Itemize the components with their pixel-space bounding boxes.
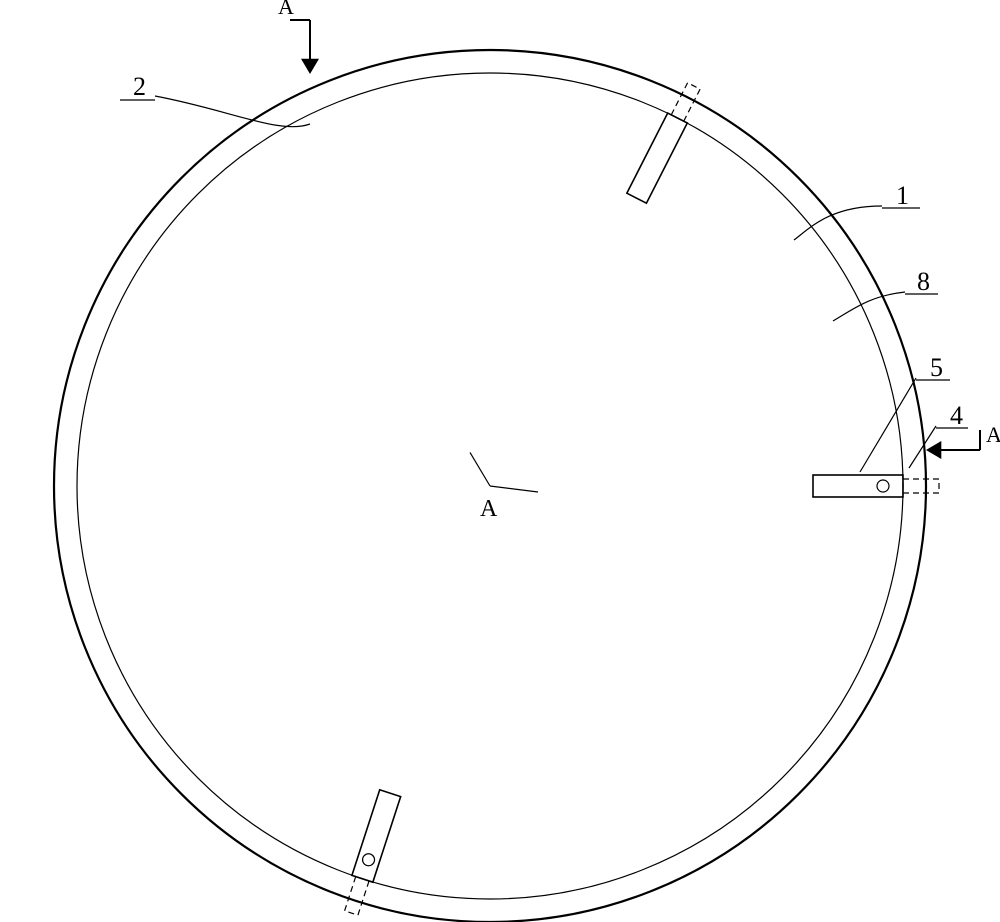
- callout-8-leader: [833, 292, 905, 321]
- callout-8-text: 8: [917, 267, 930, 296]
- center-mark: A: [470, 452, 538, 522]
- tab-bottom-peg: [345, 877, 369, 916]
- tab-bottom-pin: [361, 852, 376, 867]
- section-arrowhead: [301, 59, 319, 74]
- center-mark-arm-1: [490, 486, 538, 492]
- callout-8: 8: [833, 267, 938, 321]
- tab-right-peg: [903, 479, 939, 493]
- tab-top-bar: [627, 113, 687, 203]
- callout-2-text: 2: [133, 72, 146, 101]
- section-arrowhead: [926, 441, 941, 459]
- section-mark-label: A: [278, 0, 294, 19]
- callout-1-text: 1: [896, 181, 909, 210]
- center-mark-label: A: [480, 496, 498, 522]
- section-mark-label: A: [986, 422, 1000, 447]
- center-mark-arm-2: [470, 452, 490, 486]
- tab-right: [813, 475, 939, 497]
- callout-5-text: 5: [930, 353, 943, 382]
- tab-bottom-bar: [352, 790, 401, 882]
- tab-right-pin: [877, 480, 889, 492]
- callout-5-leader: [860, 378, 916, 472]
- callout-1: 1: [794, 181, 920, 240]
- section-mark-top-A: A: [278, 0, 319, 74]
- tab-bottom: [341, 790, 401, 917]
- callout-4: 4: [909, 401, 968, 468]
- callout-2: 2: [120, 72, 310, 127]
- technical-drawing: A A A 2 1 8 54: [0, 0, 1000, 922]
- callout-4-text: 4: [950, 401, 963, 430]
